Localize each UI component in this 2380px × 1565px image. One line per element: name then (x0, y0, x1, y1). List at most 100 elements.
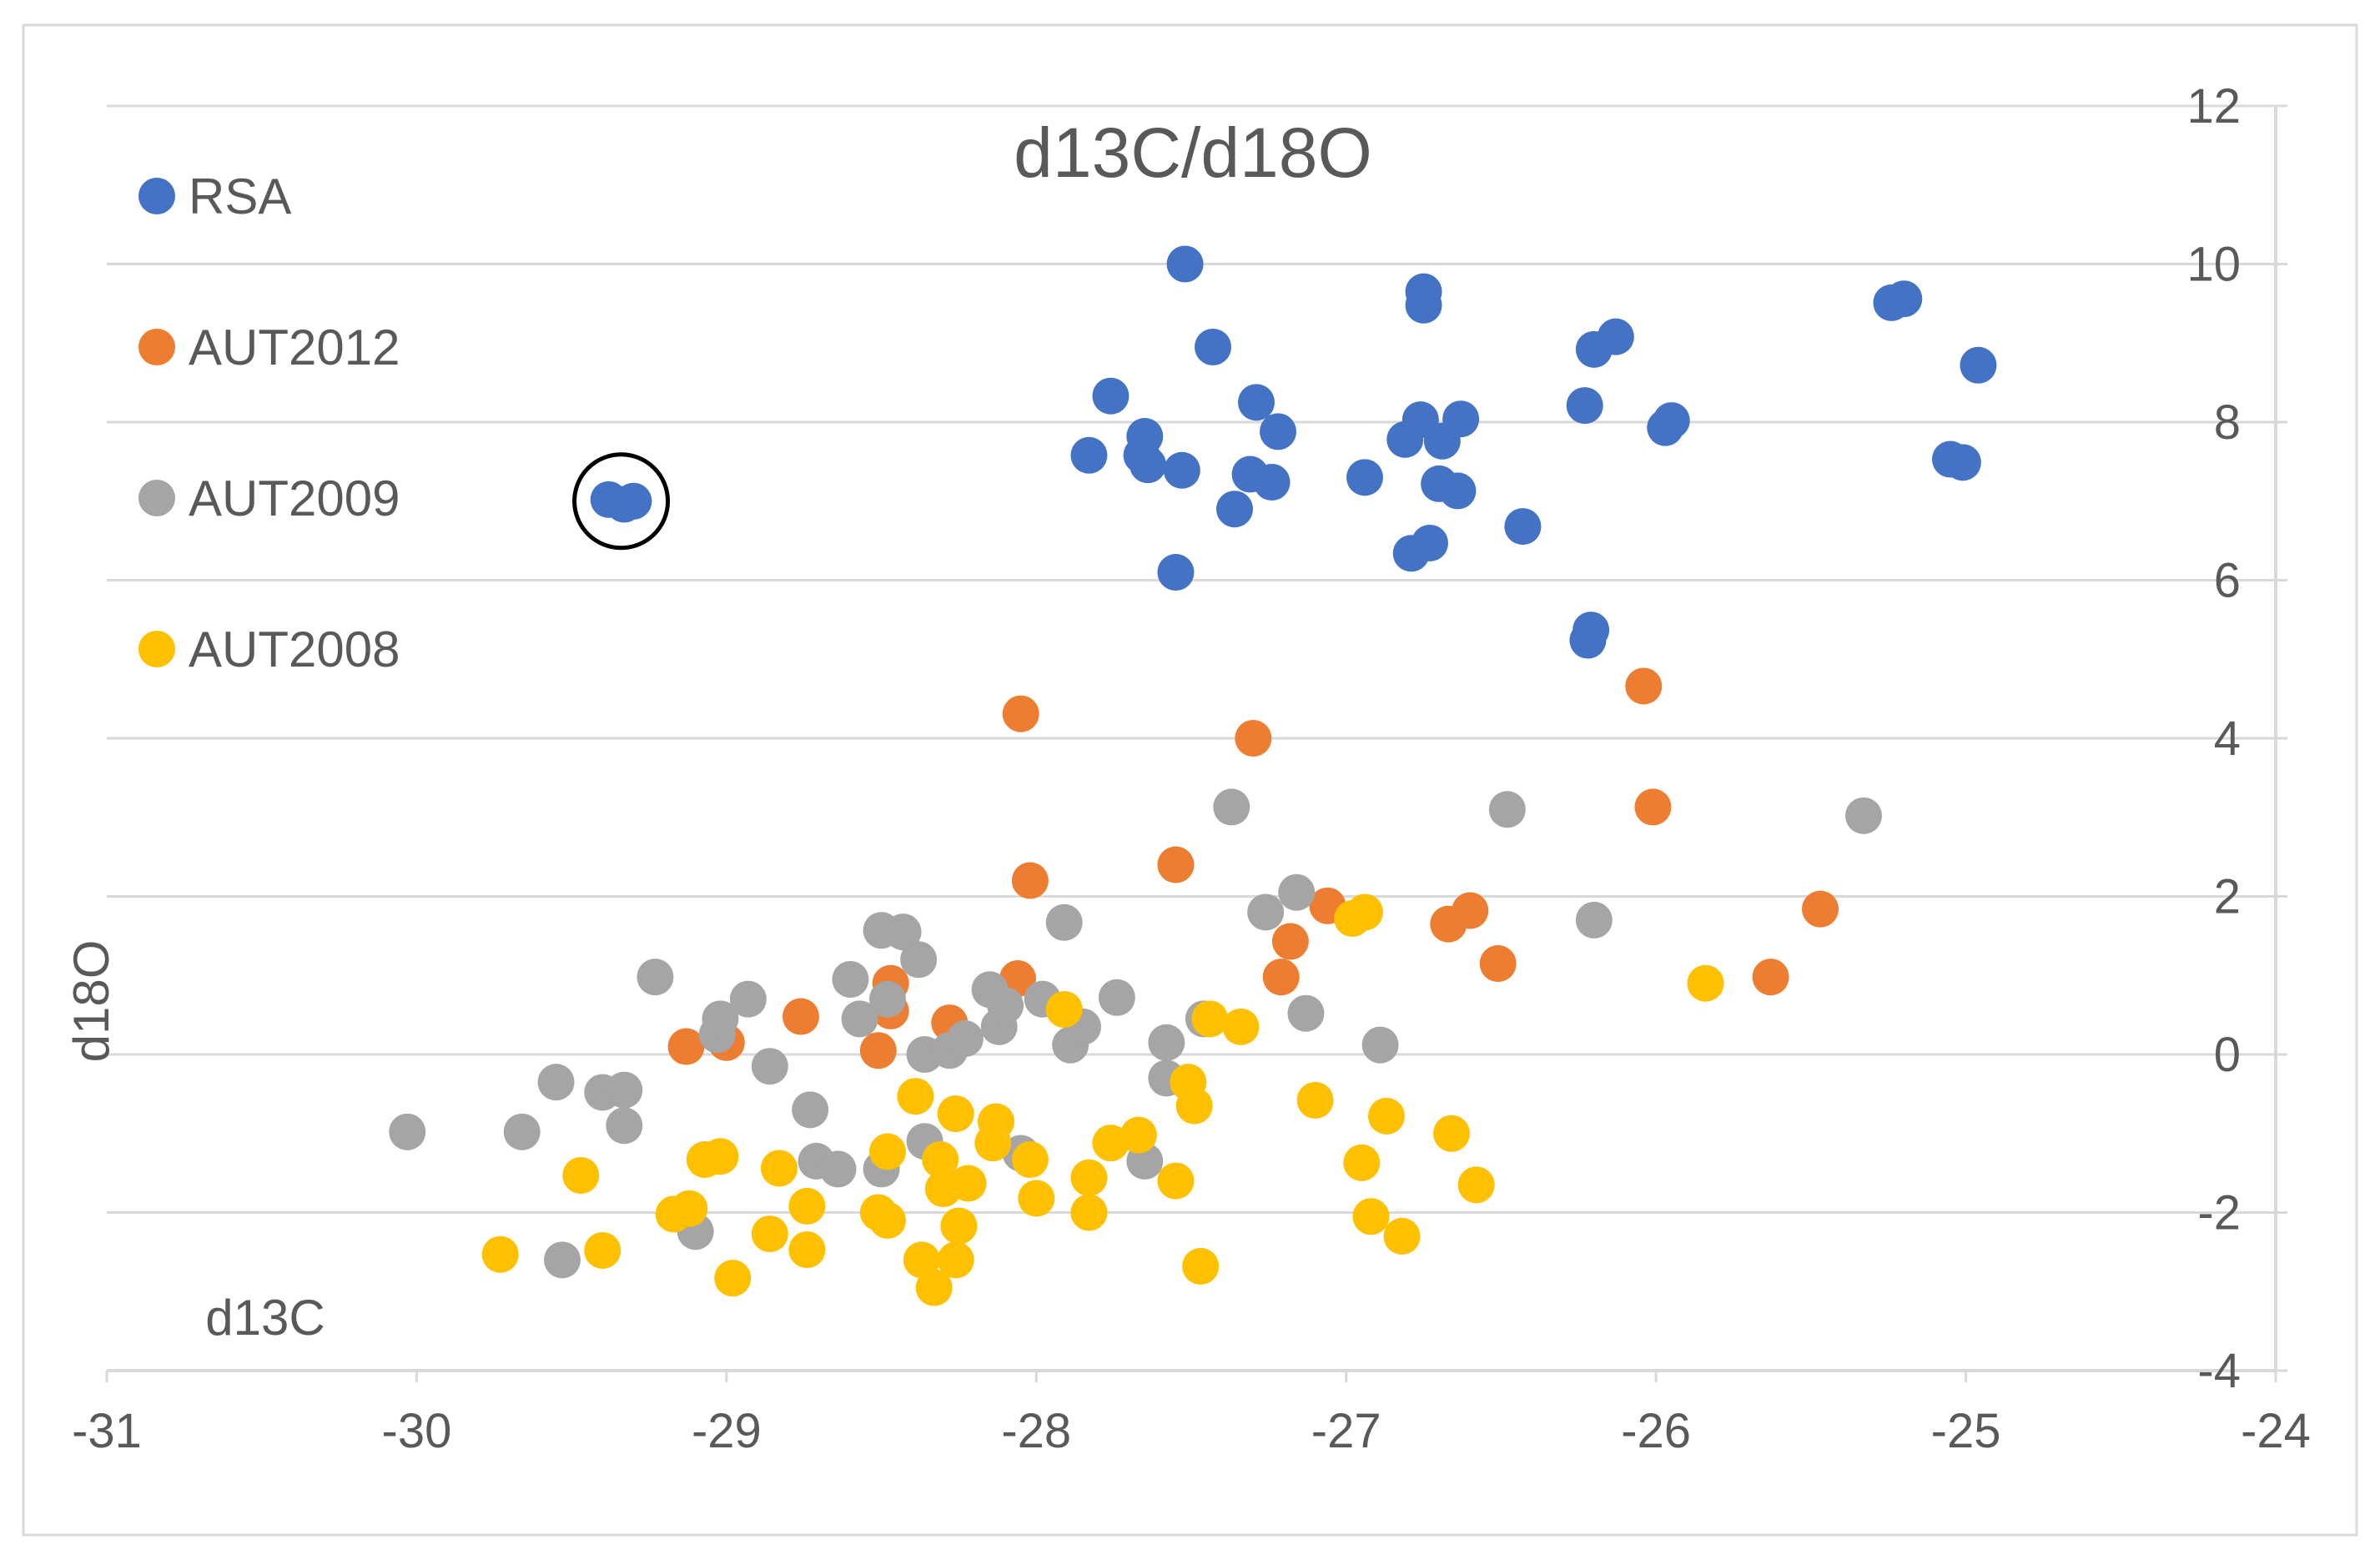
data-point (940, 1207, 978, 1245)
data-point (1092, 377, 1130, 415)
data-point (761, 1150, 798, 1187)
data-point (1452, 892, 1489, 929)
y-tick-label: 0 (2214, 1028, 2241, 1082)
data-point (869, 1133, 906, 1170)
data-point (1213, 788, 1250, 826)
x-tick-label: -31 (72, 1404, 142, 1458)
data-point (1002, 695, 1039, 732)
data-point (884, 913, 922, 951)
data-point (1018, 1180, 1055, 1217)
data-point (1569, 621, 1607, 659)
data-point (503, 1113, 541, 1150)
data-point (897, 1078, 934, 1115)
data-point (1216, 491, 1253, 528)
data-point (1433, 1115, 1470, 1152)
legend: RSA AUT2012 AUT2009 AUT2008 (138, 169, 400, 677)
data-point (389, 1113, 426, 1150)
data-point (1191, 1000, 1229, 1038)
data-point (1130, 446, 1166, 484)
data-point (1687, 964, 1724, 1002)
data-point (1566, 387, 1603, 425)
chart-title: d13C/d18O (1014, 113, 1372, 192)
y-tick-label: -2 (2197, 1186, 2241, 1240)
y-axis-label: d18O (63, 940, 119, 1063)
y-tick-label: 10 (2186, 238, 2241, 292)
x-tick-label: -24 (2241, 1404, 2311, 1458)
data-point (900, 941, 938, 979)
legend-item-aut2009: AUT2009 (138, 471, 400, 526)
data-point (937, 1095, 974, 1133)
data-point (1442, 400, 1480, 438)
data-point (1070, 1159, 1108, 1196)
data-point (1098, 979, 1135, 1016)
data-point (1045, 990, 1083, 1028)
data-point (1383, 1217, 1421, 1255)
legend-marker (138, 329, 175, 365)
x-tick-label: -29 (692, 1404, 762, 1458)
legend-marker (138, 480, 175, 516)
data-point (637, 959, 674, 996)
data-point (869, 980, 906, 1018)
series-rsa (590, 245, 1997, 659)
x-tick-label: -28 (1001, 1404, 1071, 1458)
data-point (841, 1000, 878, 1038)
data-point (729, 980, 767, 1018)
data-points (389, 245, 1997, 1306)
data-point (702, 1138, 739, 1175)
data-point (1253, 464, 1291, 501)
legend-item-aut2008: AUT2008 (138, 621, 400, 677)
data-point (751, 1048, 788, 1085)
x-tick-label: -27 (1311, 1404, 1381, 1458)
y-tick-label: 12 (2186, 79, 2241, 133)
data-point (903, 1241, 940, 1279)
data-point (671, 1190, 708, 1227)
data-point (1120, 1116, 1157, 1154)
data-point (1278, 873, 1316, 911)
legend-label: RSA (189, 169, 291, 224)
data-point (1166, 245, 1204, 283)
data-point (1157, 846, 1195, 883)
data-point (1439, 472, 1477, 510)
legend-label: AUT2009 (189, 471, 400, 526)
data-point (714, 1260, 752, 1297)
series-aut2012 (667, 667, 1839, 1069)
data-point (782, 998, 819, 1035)
data-point (1157, 1162, 1195, 1200)
data-point (1070, 436, 1108, 474)
data-point (1238, 384, 1275, 421)
data-point (788, 1231, 826, 1269)
data-point (987, 987, 1024, 1024)
y-tick-label: 2 (2214, 870, 2241, 924)
data-point (922, 1141, 959, 1179)
legend-item-aut2012: AUT2012 (138, 320, 400, 375)
data-point (1479, 945, 1517, 983)
data-point (1575, 901, 1613, 938)
data-point (481, 1235, 519, 1273)
data-point (606, 1107, 643, 1145)
data-point (1457, 1166, 1495, 1204)
data-point (1148, 1024, 1185, 1061)
data-point (1944, 444, 1981, 481)
tick-labels: -31 -30 -29 -28 -27 -26 -25 -24-4 -2 0 2 4 6 8 10 12 (72, 79, 2311, 1458)
data-point (1287, 994, 1325, 1032)
y-tick-label: -4 (2197, 1344, 2241, 1398)
data-point (1368, 1097, 1405, 1135)
data-point (1634, 788, 1672, 826)
data-point (1885, 280, 1923, 318)
data-point (1011, 1141, 1049, 1179)
data-point (544, 1241, 581, 1279)
data-point (584, 1231, 621, 1269)
data-point (1488, 791, 1526, 828)
data-point (1175, 1087, 1213, 1125)
data-point (1346, 893, 1383, 931)
data-point (1163, 451, 1200, 489)
data-point (1222, 1008, 1260, 1045)
data-point (1386, 420, 1424, 458)
data-point (537, 1064, 575, 1101)
data-point (1271, 923, 1309, 960)
data-point (1625, 667, 1663, 705)
data-point (832, 960, 869, 998)
legend-label: AUT2012 (189, 320, 400, 375)
